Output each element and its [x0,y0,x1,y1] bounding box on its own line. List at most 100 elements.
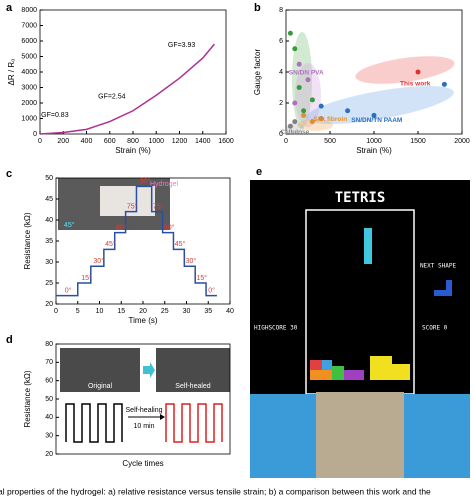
point [305,77,311,83]
y-tick-label: 2000 [21,100,37,107]
y-axis-label: ΔR / R₀ [7,59,16,86]
highscore: HIGHSCORE 30 [254,325,298,332]
x-tick-label: 40 [226,308,234,315]
tetris: TETRIS NEXT SHAPE HIGHSCORE 30 SCORE 0 [250,180,470,478]
point [296,85,302,90]
y-tick-label: 0 [33,131,37,138]
annotation: 45° [105,240,116,248]
point [318,116,324,121]
series-label: SN/DN PVA [289,70,324,77]
annotation: GF=3.93 [168,42,196,49]
y-tick-label: 6 [279,38,283,45]
y-tick-label: 3000 [21,84,37,91]
panel-label: b [254,2,261,14]
y-tick-label: 35 [45,238,53,245]
x-tick-label: 1500 [410,138,426,145]
annotation: 0° [208,286,215,294]
line [39,43,215,135]
y-tick-label: 8000 [21,7,37,14]
x-tick-label: 25 [161,308,169,315]
y-tick-label: 8 [279,7,283,14]
x-tick-label: 1200 [172,138,188,145]
block [310,370,332,380]
y-tick-label: 80 [45,341,53,348]
y-tick-label: 20 [45,451,53,458]
x-tick-label: 1000 [366,138,382,145]
panel-label: c [6,168,12,180]
panel-label: a [6,2,13,14]
annotation: 60° [116,223,127,231]
x-tick-label: 15 [117,308,125,315]
y-tick-label: 6000 [21,38,37,45]
point [301,108,307,114]
arrow [143,362,155,378]
x-tick-label: 200 [57,138,69,145]
arrow-head [160,414,165,420]
group-ellipse [297,119,333,131]
point [415,69,421,75]
panel-label: e [256,166,262,178]
wave-original [65,403,123,443]
point [318,103,324,109]
photo-label: Original [88,383,113,390]
y-tick-label: 4000 [21,69,37,76]
point [287,30,293,36]
y-tick-label: 25 [45,280,53,287]
y-tick-label: 4 [279,69,283,76]
x-tick-label: 20 [139,308,147,315]
x-tick-label: 35 [204,308,212,315]
point [296,61,302,67]
block [310,360,322,370]
x-axis-label: Time (s) [128,316,157,325]
photo-label: Self-healed [175,383,211,390]
x-tick-label: 600 [104,138,116,145]
y-tick-label: 40 [45,414,53,421]
x-tick-label: 30 [183,308,191,315]
next-label: NEXT SHAPE [420,263,457,270]
block [344,370,364,380]
score: SCORE 0 [422,325,448,332]
x-axis-label: Cycle times [122,459,163,468]
point [441,81,447,87]
point [292,119,298,125]
falling-piece [364,228,372,264]
x-tick-label: 1600 [218,138,234,145]
annotation: GF=2.54 [98,93,126,100]
y-tick-label: 60 [45,378,53,385]
y-tick-label: 50 [45,396,53,403]
annotation: GF=0.83 [41,112,69,119]
point [309,97,315,103]
annotation: 0° [65,286,72,294]
x-tick-label: 500 [324,138,336,145]
point [371,112,377,118]
annotation: 75° [153,202,164,210]
annotation: 75° [127,202,138,210]
y-axis-label: Resistance (kΩ) [23,212,32,269]
y-axis-label: Resistance (kΩ) [23,370,32,427]
block [322,360,332,370]
series-label: Silk fibroin [314,116,348,123]
line [56,185,217,297]
hydrogel-photo [316,392,404,478]
y-tick-label: 50 [45,175,53,182]
point [301,112,307,118]
next-piece [434,280,452,296]
y-tick-label: 7000 [21,22,37,29]
y-tick-label: 70 [45,359,53,366]
annotation: 90° [140,177,151,185]
game-title: TETRIS [335,190,386,206]
point [309,119,315,125]
group-ellipse [306,86,454,124]
y-tick-label: 20 [45,301,53,308]
x-tick-label: 0 [38,138,42,145]
point [287,123,293,129]
panel-labels: a b c d e [6,2,262,346]
photo [60,348,140,392]
series-label: Cellulose [280,129,309,136]
x-tick-label: 1400 [195,138,211,145]
annotation: 30° [186,257,197,265]
series-label: SN/DN/TN PAAM [351,117,402,124]
y-tick-label: 30 [45,433,53,440]
point [292,100,298,106]
